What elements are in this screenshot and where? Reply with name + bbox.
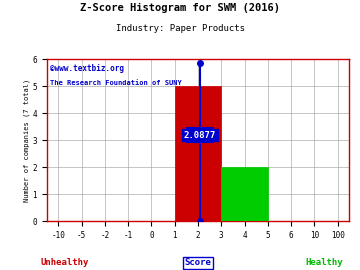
Text: Unhealthy: Unhealthy <box>41 258 89 267</box>
Bar <box>221 167 268 221</box>
Text: ©www.textbiz.org: ©www.textbiz.org <box>50 64 124 73</box>
Text: Score: Score <box>185 258 211 267</box>
Bar <box>175 86 221 221</box>
Text: Healthy: Healthy <box>305 258 343 267</box>
Text: 2.0877: 2.0877 <box>184 130 216 140</box>
Text: Industry: Paper Products: Industry: Paper Products <box>116 24 244 33</box>
Text: Z-Score Histogram for SWM (2016): Z-Score Histogram for SWM (2016) <box>80 3 280 13</box>
Y-axis label: Number of companies (7 total): Number of companies (7 total) <box>23 79 30 202</box>
Text: The Research Foundation of SUNY: The Research Foundation of SUNY <box>50 80 181 86</box>
